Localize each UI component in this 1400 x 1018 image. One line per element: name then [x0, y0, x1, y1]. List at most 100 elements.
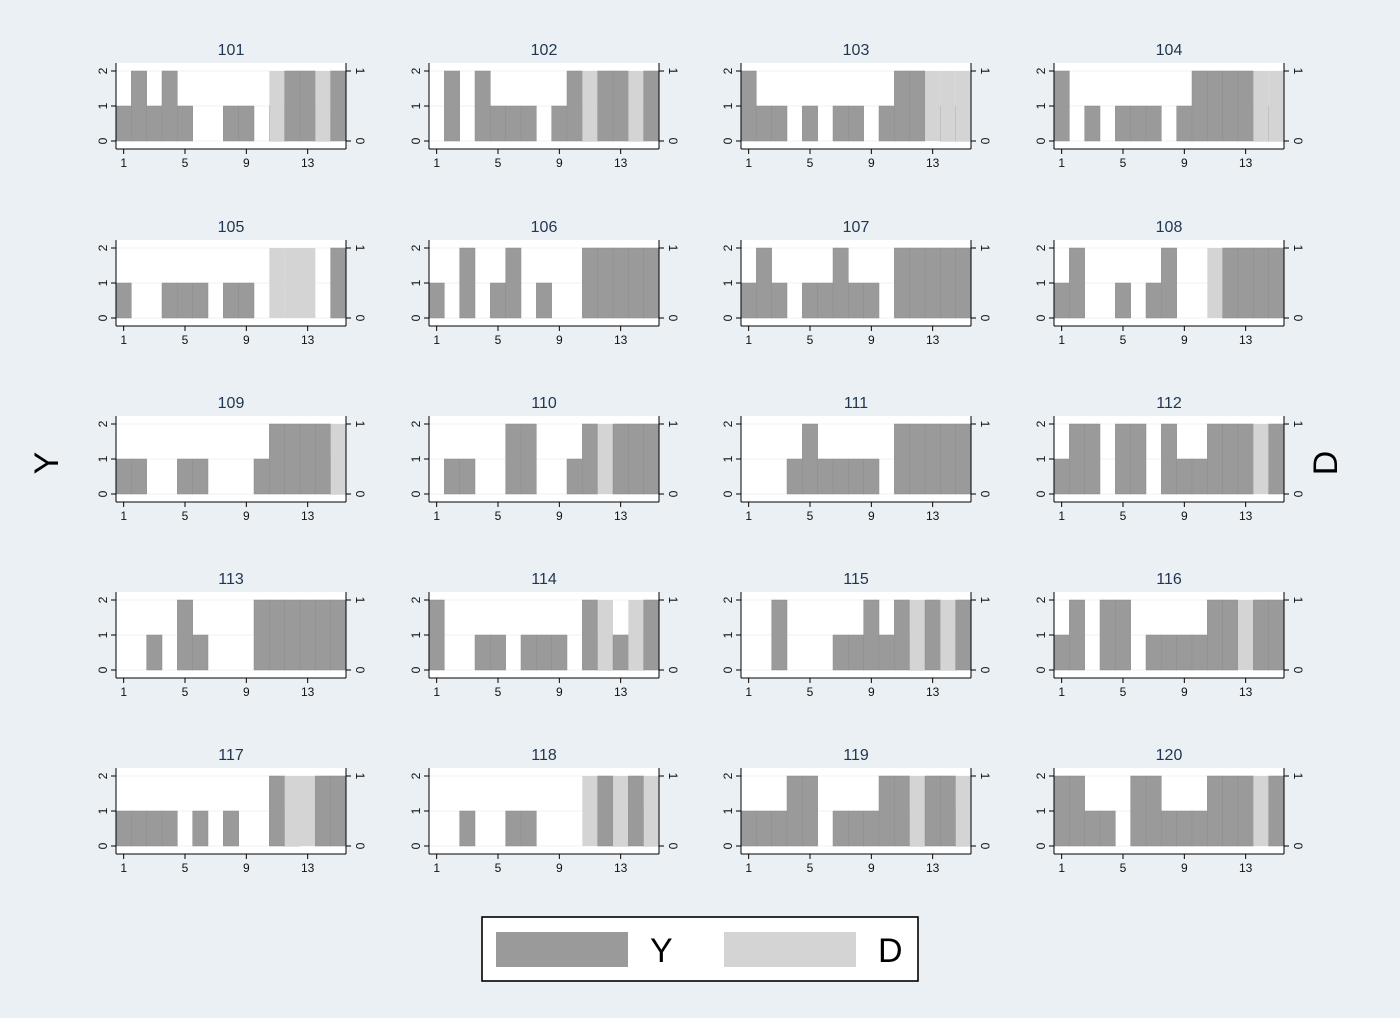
- bar-y: [1130, 423, 1147, 495]
- bar-y: [955, 247, 972, 319]
- bar-y: [146, 105, 163, 142]
- bar-y: [1115, 105, 1131, 142]
- panel-title: 104: [1156, 42, 1183, 59]
- bar-d: [582, 776, 598, 846]
- bar-y: [1237, 423, 1254, 495]
- bar-y: [474, 634, 491, 671]
- bar-d: [955, 776, 971, 846]
- x-tick-label: 13: [301, 861, 315, 875]
- bar-y: [566, 458, 583, 495]
- bar-d: [643, 776, 659, 846]
- bar-y: [1053, 70, 1070, 142]
- x-tick-label: 9: [243, 861, 250, 875]
- bar-y: [817, 458, 834, 495]
- y2-tick-label: 0: [353, 491, 367, 498]
- bar-y: [459, 458, 476, 495]
- y-tick-label: 1: [721, 455, 735, 462]
- bar-y: [284, 423, 301, 495]
- x-tick-label: 9: [556, 333, 563, 347]
- panel-title: 114: [531, 571, 557, 588]
- bar-d: [300, 248, 316, 318]
- panel-title: 103: [843, 42, 870, 59]
- bar-y: [192, 458, 209, 495]
- bar-d: [269, 71, 285, 141]
- bar-y: [223, 105, 239, 142]
- bar-y: [1237, 70, 1254, 142]
- bar-d: [909, 776, 925, 846]
- bar-y: [520, 810, 537, 847]
- x-tick-label: 13: [926, 861, 940, 875]
- bar-y: [520, 634, 537, 671]
- y-tick-label: 1: [409, 102, 423, 109]
- y2-tick-label: 0: [978, 667, 992, 674]
- bar-y: [848, 105, 864, 142]
- bar-y: [878, 775, 895, 847]
- bar-y: [253, 458, 270, 495]
- y-tick-label: 2: [409, 67, 423, 74]
- bar-y: [192, 634, 209, 671]
- x-tick-label: 5: [807, 156, 814, 170]
- x-tick-label: 5: [807, 509, 814, 523]
- bar-y: [924, 775, 941, 847]
- y-tick-label: 1: [409, 631, 423, 638]
- y-tick-label: 1: [409, 455, 423, 462]
- panel-103: 103 0 1 2 0 1 1 5 9 13: [721, 42, 992, 170]
- y2-tick-label: 1: [666, 68, 680, 75]
- bar-y: [909, 423, 926, 495]
- bar-y: [536, 282, 552, 319]
- y-tick-label: 1: [96, 279, 110, 286]
- x-tick-label: 9: [243, 156, 250, 170]
- bar-y: [1222, 775, 1239, 847]
- bar-y: [520, 423, 537, 495]
- x-tick-label: 5: [182, 861, 189, 875]
- y-tick-label: 2: [409, 596, 423, 603]
- bar-y: [1253, 599, 1269, 671]
- bar-y: [1145, 105, 1162, 142]
- bar-y: [1161, 247, 1177, 319]
- x-tick-label: 1: [745, 509, 752, 523]
- bar-y: [612, 247, 629, 319]
- bar-y: [505, 105, 522, 142]
- y-tick-label: 2: [96, 420, 110, 427]
- bar-y: [1084, 423, 1101, 495]
- panel-title: 117: [218, 747, 244, 764]
- bar-y: [490, 105, 506, 142]
- x-tick-label: 9: [1181, 685, 1188, 699]
- bar-y: [909, 70, 926, 142]
- bar-y: [848, 810, 864, 847]
- y-tick-label: 2: [409, 420, 423, 427]
- x-tick-label: 5: [1120, 156, 1127, 170]
- x-tick-label: 5: [1120, 685, 1127, 699]
- bar-y: [817, 282, 834, 319]
- bar-y: [330, 775, 347, 847]
- bar-y: [1237, 247, 1254, 319]
- bar-y: [223, 282, 239, 319]
- panel-title: 110: [531, 395, 557, 412]
- x-tick-label: 9: [1181, 861, 1188, 875]
- x-tick-label: 1: [120, 861, 127, 875]
- bar-y: [848, 634, 864, 671]
- y-tick-label: 1: [96, 631, 110, 638]
- y2-tick-label: 1: [978, 68, 992, 75]
- y-tick-label: 0: [96, 666, 110, 673]
- bar-y: [536, 634, 552, 671]
- bar-y: [1176, 105, 1193, 142]
- y-tick-label: 2: [1034, 772, 1048, 779]
- bar-y: [1207, 423, 1223, 495]
- panel-112: 112 0 1 2 0 1 1 5 9 13: [1034, 395, 1305, 523]
- y2-tick-label: 0: [666, 315, 680, 322]
- panel-title: 101: [218, 42, 245, 59]
- x-tick-label: 1: [433, 685, 440, 699]
- bar-y: [1268, 423, 1285, 495]
- y2-tick-label: 1: [666, 245, 680, 252]
- bar-y: [177, 282, 193, 319]
- bar-d: [1268, 71, 1284, 141]
- y2-tick-label: 0: [1291, 843, 1305, 850]
- y-tick-label: 0: [721, 137, 735, 144]
- y-tick-label: 0: [1034, 314, 1048, 321]
- bar-d: [940, 71, 956, 141]
- bar-y: [566, 70, 583, 142]
- panel-title: 107: [843, 219, 870, 236]
- bar-y: [330, 247, 347, 319]
